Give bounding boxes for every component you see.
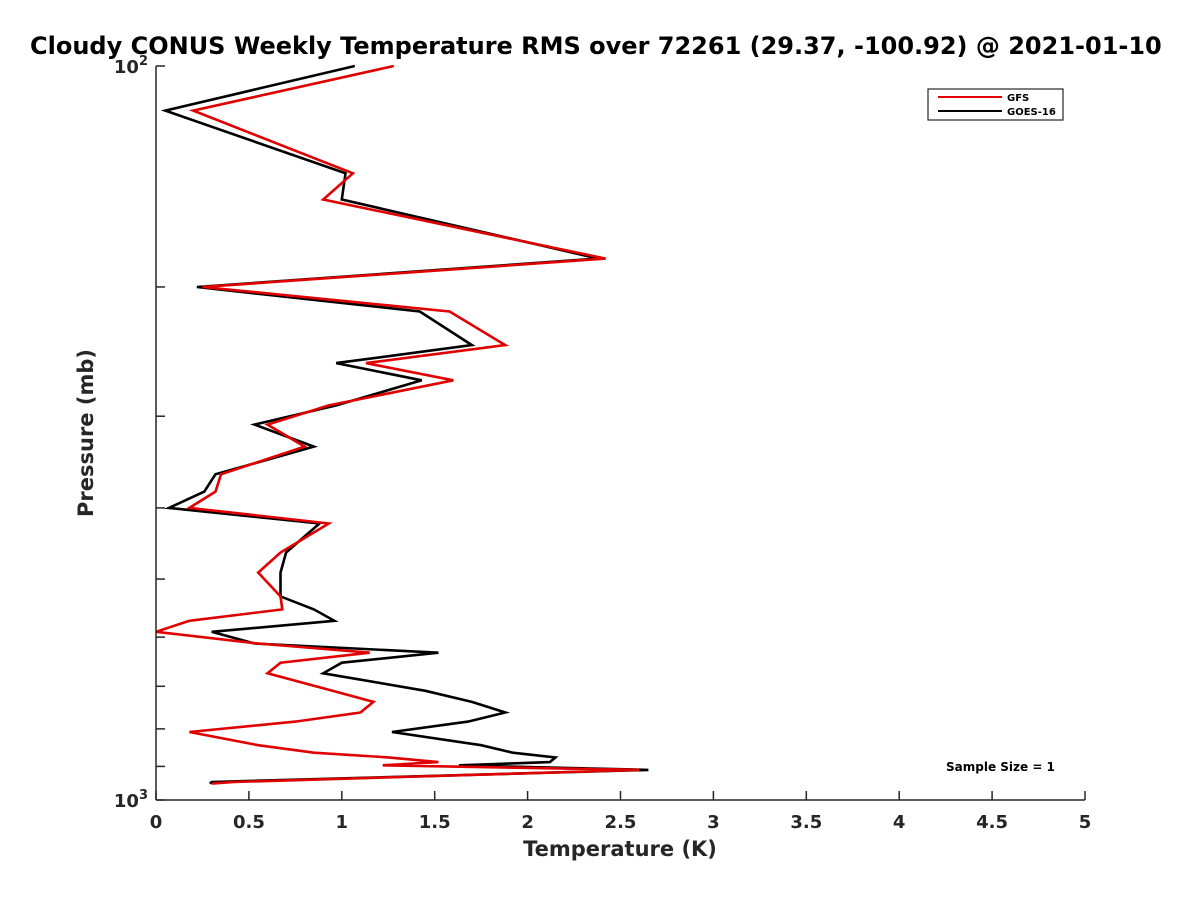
y-tick-label: 103	[114, 788, 148, 812]
x-tick-label: 1	[336, 812, 349, 833]
x-tick-label: 2	[521, 812, 534, 833]
x-tick-label: 4	[893, 812, 906, 833]
y-axis-ticks: 102 103	[114, 54, 165, 812]
chart-title: Cloudy CONUS Weekly Temperature RMS over…	[30, 32, 1162, 60]
x-tick-label: 2.5	[605, 812, 637, 833]
y-axis-label: Pressure (mb)	[74, 349, 98, 517]
x-axis-ticks: 0 0.5 1 1.5 2 2.5 3 3.5 4 4.5 5	[150, 791, 1092, 833]
x-tick-label: 5	[1079, 812, 1092, 833]
legend-box	[927, 88, 1064, 121]
legend-label-gfs: GFS	[1007, 93, 1029, 104]
x-tick-label: 4.5	[976, 812, 1008, 833]
x-tick-label: 0	[150, 812, 163, 833]
x-tick-label: 3.5	[790, 812, 822, 833]
legend: GFS GOES-16	[927, 88, 1064, 121]
series-line-gfs	[155, 64, 640, 785]
sample-size-annotation: Sample Size = 1	[946, 760, 1055, 774]
x-tick-label: 1.5	[419, 812, 451, 833]
y-tick-label: 102	[114, 54, 148, 78]
x-tick-label: 0.5	[233, 812, 265, 833]
x-axis-label: Temperature (K)	[523, 837, 717, 861]
series-line-goes16	[160, 64, 649, 785]
x-tick-label: 3	[707, 812, 720, 833]
series-layer	[155, 64, 649, 785]
legend-label-goes16: GOES-16	[1007, 107, 1056, 118]
